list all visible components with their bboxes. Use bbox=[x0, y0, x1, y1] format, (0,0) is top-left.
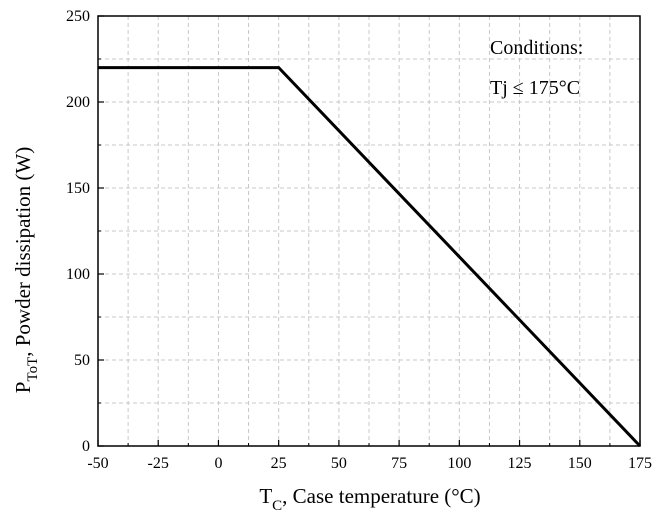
x-axis-label-rest: , Case temperature (°C) bbox=[282, 484, 481, 508]
tick-labels: -50 -25 0 25 50 75 100 125 150 175 0 50 100 150 200 250 bbox=[66, 8, 652, 472]
y-tick-label: 100 bbox=[66, 266, 90, 283]
x-tick-label: 125 bbox=[508, 455, 532, 472]
x-tick-label: 175 bbox=[628, 455, 652, 472]
x-tick-label: 0 bbox=[214, 455, 222, 472]
series-layer bbox=[98, 66, 642, 448]
x-tick-label: 50 bbox=[331, 455, 347, 472]
grid bbox=[98, 16, 640, 446]
x-axis-label-main: T bbox=[259, 484, 272, 508]
y-tick-label: 200 bbox=[66, 94, 90, 111]
y-axis-label-rest: , Powder dissipation (W) bbox=[11, 147, 35, 357]
derating-curve bbox=[98, 66, 642, 448]
annotation-tj: Tj ≤ 175°C bbox=[490, 77, 580, 99]
y-tick-label: 50 bbox=[74, 352, 90, 369]
x-tick-label: -25 bbox=[148, 455, 169, 472]
y-tick-label: 150 bbox=[66, 180, 90, 197]
x-tick-label: 75 bbox=[391, 455, 407, 472]
x-axis-label: TC, Case temperature (°C) bbox=[259, 484, 480, 514]
y-tick-label: 0 bbox=[82, 438, 90, 455]
y-axis-label-sub: ToT bbox=[25, 357, 41, 382]
x-tick-label: 150 bbox=[568, 455, 592, 472]
y-axis-label: PToT, Powder dissipation (W) bbox=[11, 147, 41, 393]
y-axis-label-main: P bbox=[11, 382, 35, 394]
y-tick-label: 250 bbox=[66, 8, 90, 25]
x-tick-label: 100 bbox=[447, 455, 471, 472]
x-axis-label-sub: C bbox=[272, 498, 282, 514]
x-tick-label: -50 bbox=[87, 455, 108, 472]
x-tick-label: 25 bbox=[271, 455, 287, 472]
annotation-conditions: Conditions: bbox=[490, 37, 583, 59]
ticks bbox=[97, 15, 641, 447]
